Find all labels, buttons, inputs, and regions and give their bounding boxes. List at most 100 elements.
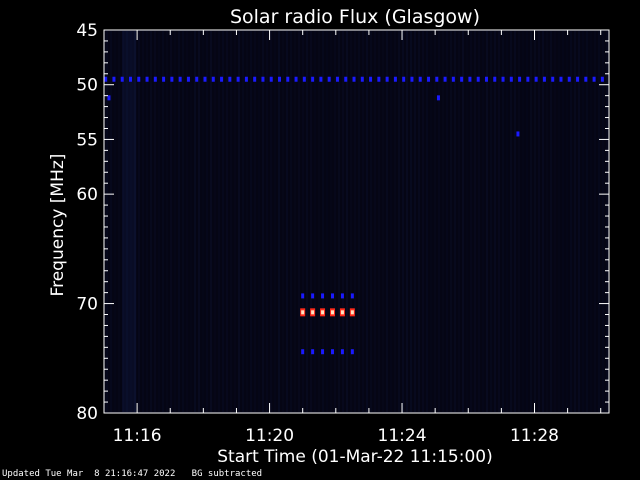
interference-line-mark xyxy=(220,76,224,82)
time-stripe xyxy=(558,31,560,412)
time-stripe xyxy=(598,31,600,412)
time-stripe xyxy=(434,31,436,412)
interference-line-mark xyxy=(286,76,290,82)
time-stripe xyxy=(350,31,352,412)
time-stripe xyxy=(238,31,240,412)
interference-line-mark xyxy=(476,76,480,82)
time-stripe xyxy=(118,31,120,412)
burst-upper-mark xyxy=(321,293,325,299)
time-stripe xyxy=(490,31,492,412)
time-stripe xyxy=(478,31,480,412)
time-stripe xyxy=(210,31,212,412)
time-stripe xyxy=(526,31,528,412)
burst-lower-mark xyxy=(301,349,305,355)
time-stripe xyxy=(442,31,444,412)
interference-line-mark xyxy=(460,76,464,82)
interference-line-mark xyxy=(518,76,522,82)
burst-upper-mark xyxy=(330,293,334,299)
time-stripe xyxy=(586,31,588,412)
interference-line-mark xyxy=(393,76,397,82)
time-stripe xyxy=(242,31,244,412)
interference-line-mark xyxy=(369,76,373,82)
time-stripe xyxy=(182,31,184,412)
burst-core-mark-peak xyxy=(301,310,305,315)
time-stripe xyxy=(550,31,552,412)
time-stripe xyxy=(482,31,484,412)
interference-line-mark xyxy=(344,76,348,82)
time-stripe xyxy=(178,31,180,412)
time-stripe xyxy=(470,31,472,412)
interference-line-mark xyxy=(427,76,431,82)
interference-line-mark xyxy=(592,76,596,82)
interference-line-mark xyxy=(418,76,422,82)
interference-line-mark xyxy=(178,76,182,82)
time-stripe xyxy=(378,31,380,412)
interference-line-mark xyxy=(294,76,298,82)
interference-line-mark xyxy=(335,76,339,82)
time-stripe xyxy=(334,31,336,412)
time-stripe xyxy=(462,31,464,412)
time-stripe xyxy=(302,31,304,412)
interference-line-mark xyxy=(269,76,273,82)
time-stripe xyxy=(522,31,524,412)
weak-spot-mark xyxy=(436,95,440,101)
time-stripe xyxy=(278,31,280,412)
interference-line-mark xyxy=(211,76,215,82)
time-stripe xyxy=(362,31,364,412)
interference-line-mark xyxy=(377,76,381,82)
interference-line-mark xyxy=(509,76,513,82)
burst-upper-mark xyxy=(350,293,354,299)
footer: Updated Tue Mar 8 21:16:47 2022 BG subtr… xyxy=(2,469,262,479)
interference-line-mark xyxy=(195,76,199,82)
burst-lower-mark xyxy=(330,349,334,355)
burst-core-mark-peak xyxy=(311,310,315,315)
x-axis-label: Start Time (01-Mar-22 11:15:00) xyxy=(217,447,492,467)
burst-core-mark-peak xyxy=(350,310,354,315)
time-stripe xyxy=(382,31,384,412)
time-stripe xyxy=(466,31,468,412)
time-stripe xyxy=(566,31,568,412)
time-stripe xyxy=(330,31,332,412)
time-stripe xyxy=(594,31,596,412)
y-tick-label: 60 xyxy=(76,185,98,205)
interference-line-mark xyxy=(534,76,538,82)
interference-line-mark xyxy=(228,76,232,82)
time-stripe xyxy=(390,31,392,412)
update-timestamp: Updated Tue Mar 8 21:16:47 2022 xyxy=(2,469,176,479)
time-stripe xyxy=(262,31,264,412)
interference-line-mark xyxy=(311,76,315,82)
bg-note: BG subtracted xyxy=(191,469,263,479)
time-stripe xyxy=(170,31,172,412)
time-stripe xyxy=(426,31,428,412)
y-axis-label: Frequency [MHz] xyxy=(48,154,68,297)
time-stripe xyxy=(418,31,420,412)
x-tick-label: 11:16 xyxy=(113,426,162,446)
time-stripe xyxy=(310,31,312,412)
time-stripe xyxy=(538,31,540,412)
time-stripe xyxy=(326,31,328,412)
interference-line-mark xyxy=(327,76,331,82)
time-stripe xyxy=(162,31,164,412)
time-stripe xyxy=(454,31,456,412)
time-stripe xyxy=(142,31,144,412)
time-stripe xyxy=(430,31,432,412)
time-stripe xyxy=(130,31,132,412)
burst-upper-mark xyxy=(311,293,315,299)
time-stripe xyxy=(270,31,272,412)
interference-line-mark xyxy=(145,76,149,82)
interference-line-mark xyxy=(352,76,356,82)
interference-line-mark xyxy=(104,76,108,82)
plot-frame xyxy=(103,29,610,414)
interference-line-mark xyxy=(551,76,555,82)
time-stripe xyxy=(246,31,248,412)
time-stripe xyxy=(458,31,460,412)
time-stripe xyxy=(398,31,400,412)
y-tick-label: 55 xyxy=(76,130,98,150)
time-stripe xyxy=(134,31,136,412)
plot-area xyxy=(104,30,609,413)
time-stripe xyxy=(386,31,388,412)
time-stripe xyxy=(106,31,108,412)
interference-line-mark xyxy=(360,76,364,82)
time-stripe xyxy=(590,31,592,412)
time-stripes xyxy=(106,31,608,412)
